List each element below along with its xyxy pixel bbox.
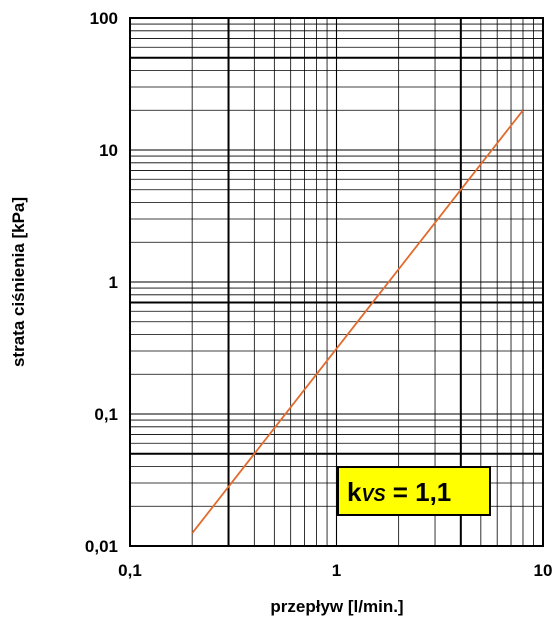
- y-tick-label: 100: [90, 9, 118, 28]
- x-tick-label: 10: [534, 561, 553, 580]
- kvs-value: = 1,1: [385, 477, 451, 507]
- y-axis-title: strata ciśnienia [kPa]: [9, 197, 28, 367]
- plot-border: [129, 17, 544, 547]
- kvs-characteristic-line: [191, 109, 524, 534]
- kvs-annotation: kVS = 1,1: [337, 466, 491, 516]
- y-tick-label: 0,01: [85, 537, 118, 556]
- y-tick-label: 0,1: [94, 405, 118, 424]
- y-tick-label: 1: [109, 273, 118, 292]
- minor-gridlines: [130, 18, 543, 546]
- y-tick-label: 10: [99, 141, 118, 160]
- major-gridlines: [130, 18, 543, 546]
- x-tick-label: 0,1: [118, 561, 142, 580]
- kvs-annotation-box: [337, 466, 491, 516]
- kvs-annotation-text: kVS = 1,1: [347, 477, 451, 507]
- x-tick-label: 1: [332, 561, 341, 580]
- kvs-k: k: [347, 477, 362, 507]
- x-tick-labels: 0,1 1 10: [118, 561, 552, 580]
- kvs-subscript: VS: [361, 485, 385, 505]
- plot-frame: [129, 17, 544, 547]
- x-axis-title: przepływ [l/min.]: [270, 597, 403, 616]
- series-layer: [191, 109, 524, 534]
- y-tick-labels: 0,01 0,1 1 10 100: [85, 9, 118, 556]
